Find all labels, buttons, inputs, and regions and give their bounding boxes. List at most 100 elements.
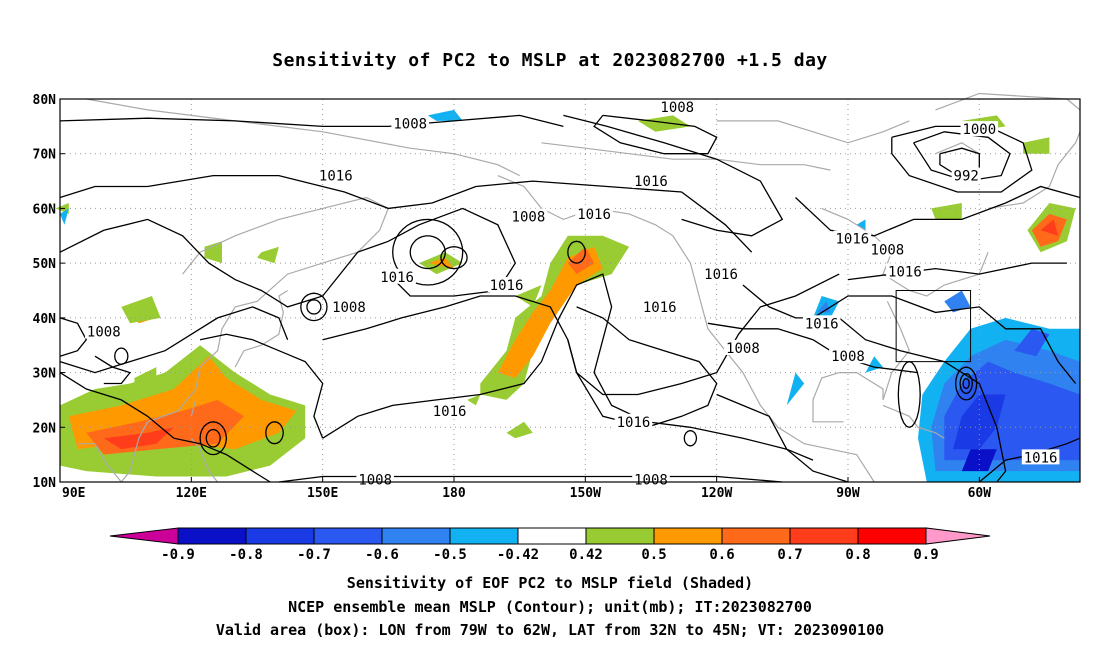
contour-20 bbox=[716, 393, 849, 483]
contour-label-7: 992 bbox=[954, 169, 979, 185]
shade-patch-4 bbox=[134, 367, 157, 395]
shade-patch-38 bbox=[856, 219, 866, 231]
contour-label-bg bbox=[430, 402, 469, 418]
shade-patch-9 bbox=[480, 235, 630, 400]
contour-label-17: 1016 bbox=[805, 316, 839, 332]
contour-16 bbox=[199, 333, 324, 439]
lat-label-20N: 20N bbox=[33, 421, 57, 436]
coastlines bbox=[77, 92, 1081, 483]
contour-0 bbox=[59, 114, 564, 128]
coastline-7 bbox=[541, 142, 831, 171]
colorbar-label-5: -0.42 bbox=[497, 547, 539, 563]
contour-label-0: 1008 bbox=[393, 117, 427, 133]
contour-label-bg bbox=[640, 298, 679, 314]
colorbar-label-7: 0.5 bbox=[641, 547, 666, 563]
colorbar-label-8: 0.6 bbox=[709, 547, 734, 563]
lon-label-60W: 60W bbox=[968, 486, 992, 501]
contour-label-24: 1016 bbox=[1024, 450, 1058, 466]
colorbar-cell-0 bbox=[177, 527, 247, 545]
contour-ring-2 bbox=[440, 246, 468, 270]
contour-1 bbox=[59, 174, 753, 253]
contour-13 bbox=[322, 273, 840, 396]
axis-labels: 90E 120E 150E 180 150W 120W 90W 60W 10N 20N 30N 40N… bbox=[33, 93, 992, 501]
contour-10 bbox=[812, 295, 1077, 384]
footer-line-2: NCEP ensemble mean MSLP (Contour); unit(… bbox=[288, 598, 812, 616]
contour-ring-11 bbox=[567, 240, 586, 264]
coastline-5 bbox=[77, 443, 122, 483]
contour-label-11: 1016 bbox=[380, 270, 414, 286]
contour-label-16: 1008 bbox=[87, 325, 121, 341]
lat-label-80N: 80N bbox=[33, 93, 57, 108]
shade-patch-8 bbox=[257, 246, 279, 264]
colorbar-cell-3 bbox=[381, 527, 451, 545]
coastline-14 bbox=[935, 142, 980, 155]
lat-label-40N: 40N bbox=[33, 312, 57, 327]
contour-ring-0 bbox=[392, 218, 464, 286]
contour-14 bbox=[567, 306, 718, 428]
lat-label-10N: 10N bbox=[33, 476, 57, 491]
contour-label-4: 1016 bbox=[577, 207, 611, 223]
shade-patch-6 bbox=[121, 296, 161, 324]
colorbar-cell-8 bbox=[721, 527, 791, 545]
shade-patch-36 bbox=[427, 109, 463, 121]
contour-11 bbox=[742, 284, 1007, 483]
coastline-12 bbox=[988, 131, 1081, 209]
contour-label-bg bbox=[378, 268, 416, 284]
colorbar-label-9: 0.7 bbox=[777, 547, 802, 563]
figure-title: Sensitivity of PC2 to MSLP at 2023082700… bbox=[272, 50, 828, 71]
colorbar-cell-9 bbox=[789, 527, 859, 545]
contour-label-bg bbox=[724, 339, 762, 355]
shade-patch-31 bbox=[944, 290, 971, 313]
shade-patch-12 bbox=[506, 421, 533, 439]
shade-patch-20 bbox=[1023, 137, 1050, 154]
contour-label-bg bbox=[316, 167, 355, 183]
contour-ring-1 bbox=[409, 235, 446, 270]
shade-patch-37 bbox=[60, 208, 69, 225]
contour-23 bbox=[94, 355, 132, 385]
lat-label-60N: 60N bbox=[33, 202, 57, 217]
contour-ring-3 bbox=[300, 292, 328, 322]
contour-ring-9 bbox=[959, 373, 973, 395]
lon-label-90W: 90W bbox=[836, 486, 860, 501]
contour-3 bbox=[563, 114, 784, 237]
contour-label-9: 1008 bbox=[871, 242, 905, 258]
colorbar-cell-5 bbox=[517, 527, 587, 545]
lon-label-120E: 120E bbox=[176, 486, 207, 501]
lon-label-120W: 120W bbox=[701, 486, 732, 501]
contour-label-8: 1016 bbox=[836, 232, 870, 248]
coastline-0 bbox=[86, 98, 520, 177]
colorbar-label-0: -0.9 bbox=[161, 547, 195, 563]
contour-18 bbox=[59, 372, 271, 483]
lon-label-180: 180 bbox=[442, 486, 466, 501]
colorbar-label-3: -0.6 bbox=[365, 547, 399, 563]
contour-label-bg bbox=[829, 348, 867, 364]
coastline-3 bbox=[190, 399, 197, 417]
lat-lon-grid bbox=[60, 99, 1080, 482]
contour-label-19: 1008 bbox=[831, 349, 865, 365]
contour-label-bg bbox=[802, 315, 841, 331]
lon-label-90E: 90E bbox=[62, 486, 85, 501]
shade-patch-29 bbox=[961, 449, 997, 472]
shade-patch-11 bbox=[567, 246, 595, 275]
coastline-9 bbox=[812, 301, 910, 423]
colorbar-label-11: 0.9 bbox=[913, 547, 938, 563]
shade-patch-17 bbox=[637, 115, 691, 132]
coastline-1 bbox=[120, 196, 390, 483]
contour-label-bg bbox=[833, 230, 872, 246]
contour-label-bg bbox=[702, 266, 740, 282]
shade-patch-28 bbox=[953, 394, 1006, 450]
contour-label-22: 1008 bbox=[634, 472, 668, 488]
shade-patch-13 bbox=[515, 285, 542, 307]
lat-label-70N: 70N bbox=[33, 148, 57, 163]
contour-label-23: 1008 bbox=[358, 472, 392, 488]
coastline-11 bbox=[935, 92, 1081, 111]
coastline-4 bbox=[190, 437, 219, 483]
contour-label-10: 1016 bbox=[888, 264, 922, 280]
contour-ring-5 bbox=[199, 421, 228, 456]
valid-area-box bbox=[895, 290, 972, 363]
contour-label-bg bbox=[614, 413, 653, 429]
colorbar-cell-6 bbox=[585, 527, 655, 545]
contour-ring-12 bbox=[114, 347, 129, 366]
contour-labels: 1008101610081016101610081000992101610081… bbox=[84, 99, 1060, 488]
contour-label-3: 1016 bbox=[634, 174, 668, 190]
